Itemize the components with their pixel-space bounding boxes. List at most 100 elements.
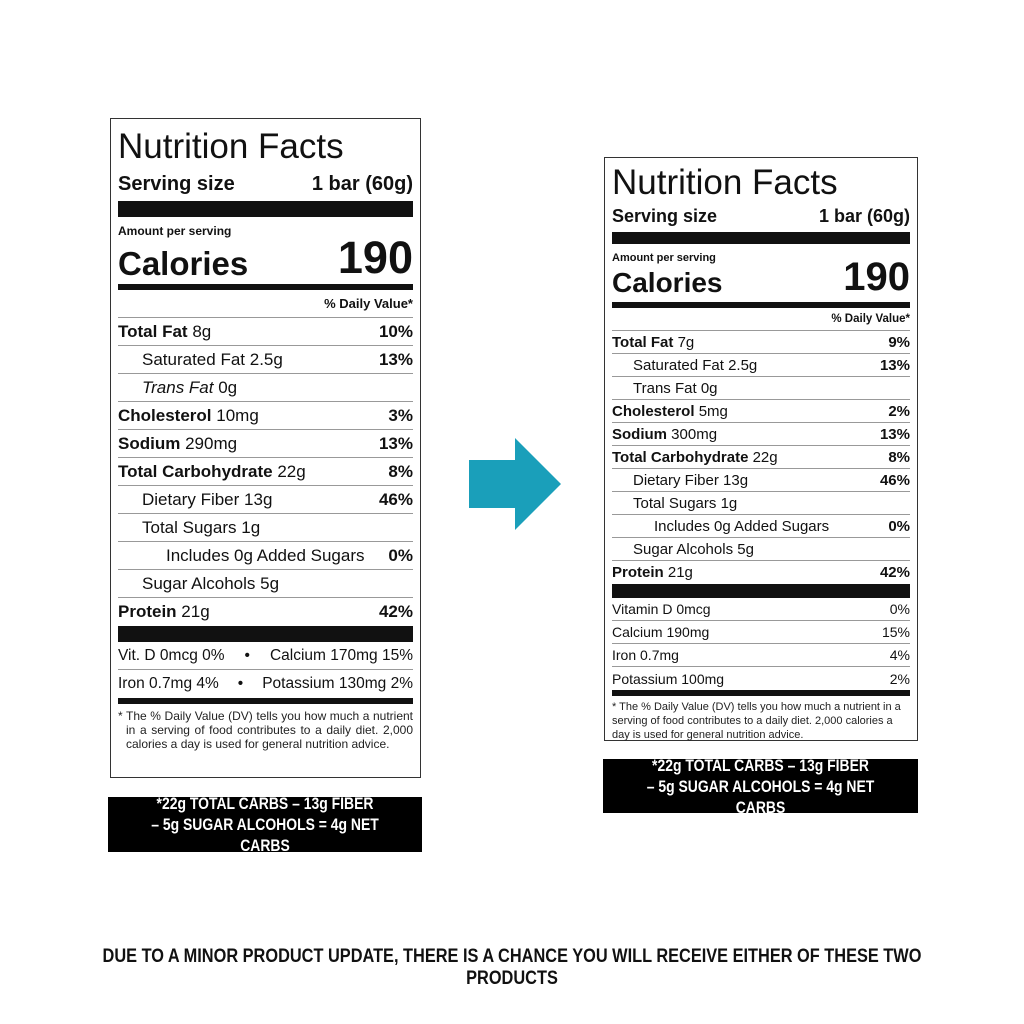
- micronutrient-row: Potassium 100mg 2%: [612, 667, 910, 690]
- nutrient-amount: 13g: [244, 489, 273, 509]
- nutrient-dv: 13%: [378, 433, 413, 453]
- footnote: * The % Daily Value (DV) tells you how m…: [612, 701, 901, 741]
- nutrient-label: Dietary Fiber 13g: [142, 490, 272, 510]
- nutrient-row: Sugar Alcohols 5g: [612, 538, 910, 561]
- nutrient-amount: 8g: [192, 321, 212, 341]
- nutrient-label: Sodium 300mg: [612, 426, 717, 443]
- thick-divider: [612, 584, 910, 598]
- nutrient-label: Total Fat 7g: [612, 334, 694, 351]
- nutrient-label: Protein 21g: [612, 564, 693, 581]
- nutrient-name: Dietary Fiber: [142, 489, 240, 509]
- nutrient-row: Cholesterol 10mg 3%: [118, 402, 413, 430]
- net-carbs-line: *22g TOTAL CARBS – 13g FIBER: [156, 794, 374, 813]
- nutrient-label: Includes 0g Added Sugars: [166, 546, 364, 566]
- nutrient-label: Cholesterol 10mg: [118, 406, 259, 426]
- nutrient-row: Total Sugars 1g: [118, 514, 413, 542]
- nutrient-row: Total Fat 7g 9%: [612, 331, 910, 354]
- nutrient-name: Total Fat: [612, 333, 674, 351]
- calories-row: Calories 190: [118, 235, 413, 280]
- nutrient-dv: 13%: [378, 349, 413, 369]
- nutrient-label: Sugar Alcohols 5g: [633, 541, 754, 558]
- nutrient-row: Dietary Fiber 13g 46%: [612, 469, 910, 492]
- label-title: Nutrition Facts: [612, 163, 838, 202]
- nutrient-amount: 13g: [723, 471, 749, 489]
- nutrient-row: Saturated Fat 2.5g 13%: [118, 346, 413, 374]
- nutrient-amount: 300mg: [671, 425, 718, 443]
- label-title: Nutrition Facts: [118, 127, 344, 166]
- net-carbs-box-new: *22g TOTAL CARBS – 13g FIBER – 5g SUGAR A…: [603, 756, 918, 817]
- thick-divider: [118, 201, 413, 217]
- micronutrient-right: Potassium 130mg 2%: [262, 675, 413, 692]
- nutrient-amount: 2.5g: [249, 349, 283, 369]
- nutrient-name: Total Sugars: [633, 494, 717, 512]
- thick-divider: [118, 626, 413, 642]
- nutrient-row: Includes 0g Added Sugars 0%: [612, 515, 910, 538]
- nutrient-dv: 13%: [879, 356, 910, 374]
- nutrient-label: Saturated Fat 2.5g: [142, 350, 283, 370]
- nutrient-row: Trans Fat 0g: [612, 377, 910, 400]
- nutrient-label: Total Carbohydrate 22g: [612, 449, 778, 466]
- serving-size-value: 1 bar (60g): [818, 206, 910, 226]
- nutrient-dv: 9%: [888, 333, 910, 351]
- nutrient-label: Total Carbohydrate 22g: [118, 462, 306, 482]
- nutrient-amount: 5g: [260, 573, 280, 593]
- micronutrient-row: Iron 0.7mg 4% • Potassium 130mg 2%: [118, 670, 413, 698]
- micronutrient-right: Calcium 170mg 15%: [269, 646, 413, 664]
- footnote: * The % Daily Value (DV) tells you how m…: [118, 709, 413, 751]
- nutrient-row: Total Carbohydrate 22g 8%: [612, 446, 910, 469]
- nutrient-amount: 10mg: [216, 405, 259, 425]
- nutrient-amount: 7g: [677, 333, 695, 351]
- nutrient-name: Sodium: [612, 425, 667, 443]
- micronutrient-name: Vitamin D 0mcg: [612, 601, 711, 617]
- nutrient-dv: 2%: [888, 402, 910, 420]
- nutrient-dv: 3%: [388, 405, 413, 425]
- amount-per-serving: Amount per serving: [612, 252, 716, 264]
- micronutrient-name: Iron 0.7mg: [612, 647, 679, 663]
- daily-value-header: % Daily Value*: [612, 308, 910, 331]
- nutrient-label: Sugar Alcohols 5g: [142, 574, 279, 594]
- nutrient-label: Includes 0g Added Sugars: [654, 518, 829, 535]
- nutrient-row: Total Carbohydrate 22g 8%: [118, 458, 413, 486]
- nutrient-row: Dietary Fiber 13g 46%: [118, 486, 413, 514]
- nutrient-dv: 42%: [378, 602, 413, 621]
- micronutrient-dv: 2%: [889, 670, 910, 687]
- nutrient-row: Cholesterol 5mg 2%: [612, 400, 910, 423]
- nutrient-amount: 22g: [752, 448, 778, 466]
- nutrient-label: Total Sugars 1g: [142, 518, 260, 538]
- serving-size-row: Serving size 1 bar (60g): [118, 167, 413, 201]
- nutrient-name: Sugar Alcohols: [633, 540, 734, 558]
- nutrient-amount: 0g: [218, 377, 238, 397]
- micronutrient-dv: 4%: [889, 647, 910, 663]
- nutrient-dv: 42%: [879, 564, 910, 581]
- nutrient-name: Sodium: [118, 433, 181, 453]
- daily-value-header: % Daily Value*: [118, 290, 413, 318]
- nutrient-row: Protein 21g 42%: [612, 561, 910, 584]
- nutrient-amount: 0g: [700, 379, 718, 397]
- nutrient-dv: 13%: [879, 425, 910, 443]
- micronutrient-row: Vit. D 0mcg 0% • Calcium 170mg 15%: [118, 642, 413, 670]
- nutrient-row: Protein 21g 42%: [118, 598, 413, 626]
- calories-value: 190: [843, 255, 910, 299]
- nutrient-row: Sodium 290mg 13%: [118, 430, 413, 458]
- micronutrient-left: Iron 0.7mg 4%: [118, 675, 219, 692]
- nutrient-label: Total Sugars 1g: [633, 495, 737, 512]
- nutrient-name: Dietary Fiber: [633, 471, 719, 489]
- medium-divider: [612, 690, 910, 696]
- micronutrient-dv: 0%: [889, 601, 910, 617]
- micronutrient-row: Calcium 190mg 15%: [612, 621, 910, 644]
- nutrient-name: Cholesterol: [612, 402, 695, 420]
- nutrient-label: Trans Fat 0g: [142, 378, 237, 398]
- nutrient-name: Sugar Alcohols: [142, 573, 256, 593]
- nutrient-name: Protein: [118, 602, 177, 621]
- nutrient-name: Protein: [612, 564, 664, 581]
- nutrient-row: Includes 0g Added Sugars 0%: [118, 542, 413, 570]
- nutrient-name: Total Carbohydrate: [612, 448, 749, 466]
- nutrient-label: Dietary Fiber 13g: [633, 472, 748, 489]
- nutrient-name: Includes 0g Added Sugars: [166, 545, 365, 565]
- serving-size-row: Serving size 1 bar (60g): [612, 201, 910, 232]
- nutrient-name: Saturated Fat: [142, 349, 246, 369]
- nutrient-amount: 21g: [667, 564, 693, 581]
- nutrient-amount: 1g: [241, 517, 261, 537]
- nutrient-name: Total Fat: [118, 321, 188, 341]
- serving-size-value: 1 bar (60g): [311, 172, 413, 195]
